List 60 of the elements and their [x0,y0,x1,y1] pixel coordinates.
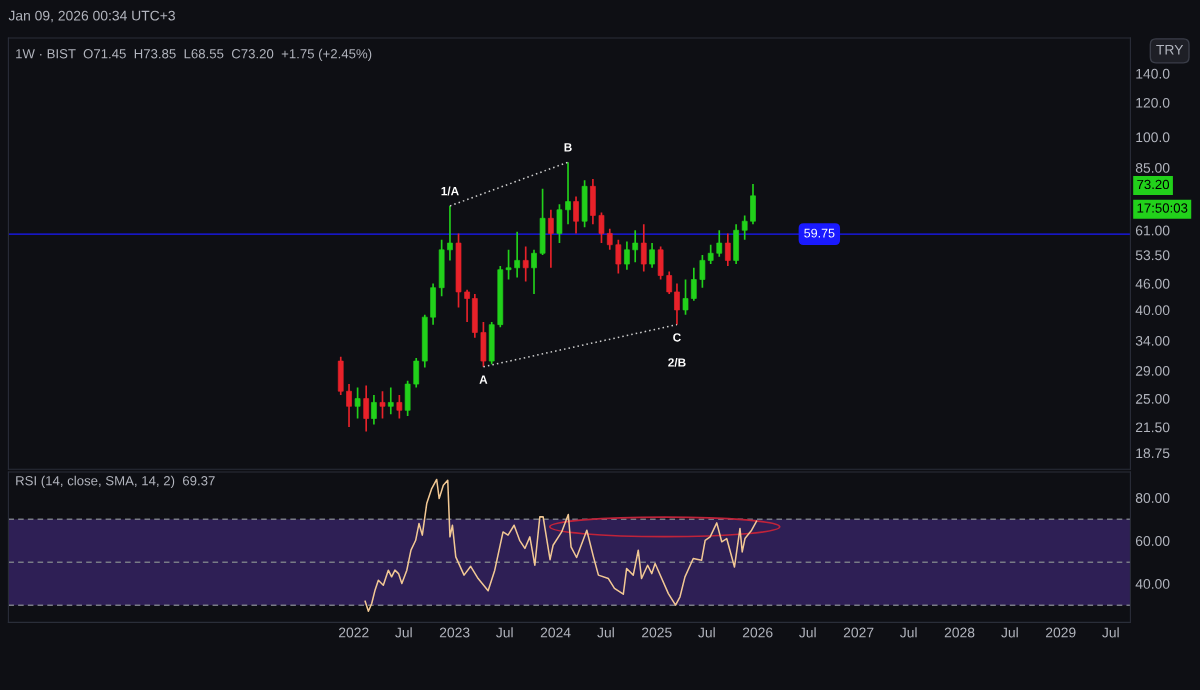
line-series [364,478,758,612]
text: 17:50:03 [1137,203,1188,213]
candlestick [379,390,386,420]
x-tick-label: 2024 [540,627,571,638]
x-tick-label: 2027 [843,627,874,638]
candlestick [699,254,706,289]
annotation: C [673,333,681,342]
y-tick-label: 120.0 [1136,97,1170,108]
x-tick-label: Jul [597,627,614,638]
chart-title: RSI (14, close, SMA, 14, 2) 69.37 [16,475,215,489]
x-tick-label: Jul [899,627,917,638]
y-tick-label: 34.00 [1135,335,1170,346]
y-tick-label: 40.00 [1135,305,1170,316]
y-tick-label: 140.0 [1136,68,1170,79]
annotation: A [479,375,488,384]
x-tick-label: 2029 [1045,627,1076,638]
candlestick [615,238,622,275]
candlestick [657,245,664,281]
y-tick-label: 100.0 [1136,132,1170,143]
y-tick-label: 29.00 [1135,365,1170,376]
y-axis-title: TRY [1156,44,1184,55]
x-tick-label: Jul [698,627,715,638]
x-tick-label: 2023 [439,627,470,638]
x-tick-label: 2022 [338,627,369,638]
ref-line-label: 59.75 [804,228,835,238]
x-tick-label: Jul [496,627,513,638]
x-tick-label: 2028 [944,627,975,638]
candlestick [682,278,689,316]
candlestick [354,386,361,420]
candlestick [505,248,512,281]
text: 73.20 [1137,179,1170,190]
candlestick [404,379,411,417]
x-tick-label: Jul [799,627,816,638]
y-tick-label: 61.00 [1135,225,1170,236]
y-tick-label: 53.50 [1135,250,1170,261]
y-tick-label: 46.00 [1135,278,1170,289]
y-tick-label: 85.00 [1135,162,1170,173]
chart-subtitle: Jan 09, 2026 00:34 UTC+3 [8,10,175,23]
x-tick-label: Jul [1001,627,1018,638]
y-tick-label: 18.75 [1136,448,1170,459]
candlestick [455,232,462,309]
y-tick-label: 40.00 [1135,579,1170,589]
text: 1W · BIST O71.45 H73.85 L68.55 C73.20 +1.75 (+2.45%) [16,48,372,62]
candlestick [539,187,546,256]
annotation: 2/B [668,357,686,367]
candlestick [598,211,605,244]
y-tick-label: 21.50 [1135,422,1170,433]
y-tick-label: 80.00 [1135,493,1170,503]
candlestick [396,394,403,420]
x-tick-label: 2025 [642,627,672,638]
x-tick-label: Jul [395,627,412,638]
annotation: 1/A [441,186,459,196]
candlestick [556,203,563,244]
y-tick-label: 60.00 [1135,536,1170,546]
candlestick [480,321,487,368]
candlestick [581,179,588,229]
x-tick-label: Jul [1102,627,1119,638]
annotation: B [564,143,572,152]
y-tick-label: 25.00 [1135,393,1170,404]
x-tick-label: 2026 [742,627,773,638]
